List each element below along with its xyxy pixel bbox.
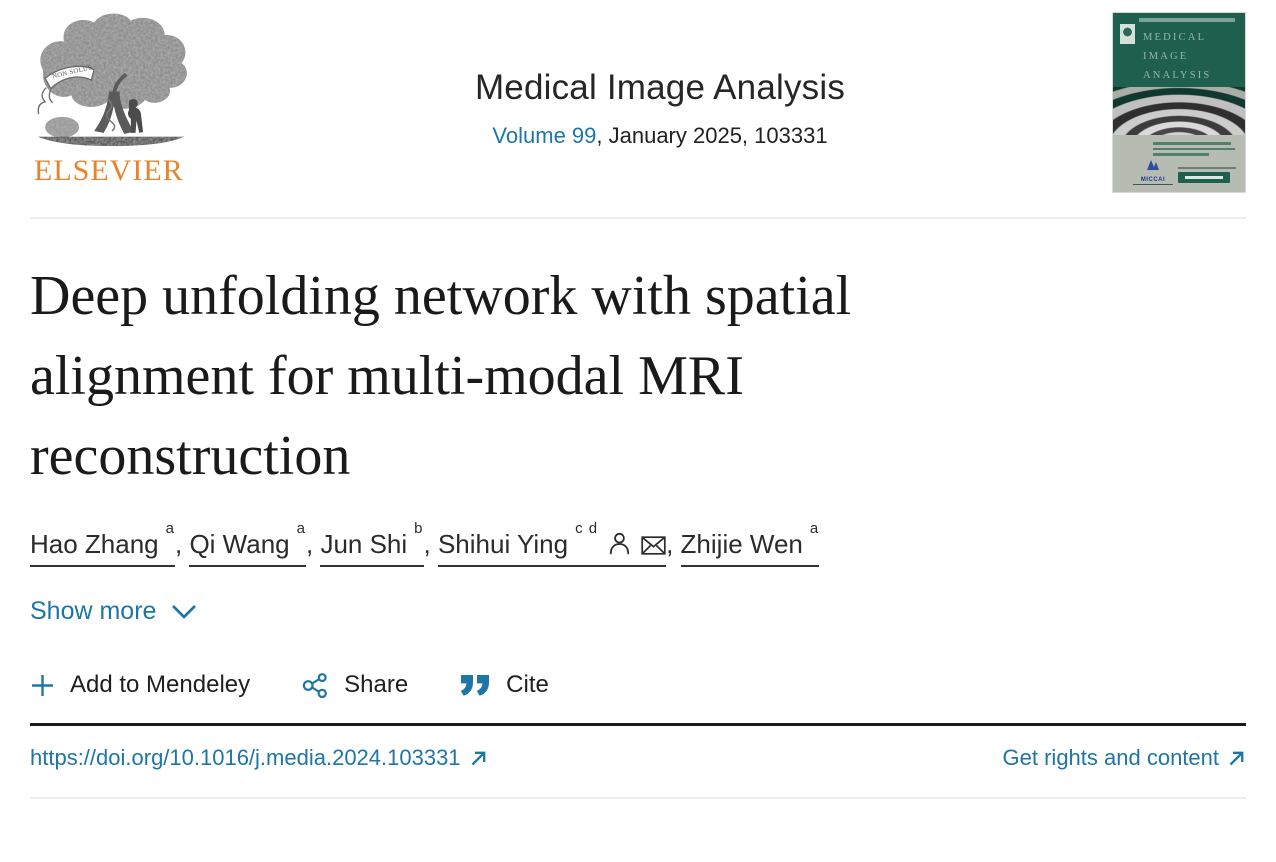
cover-top-band: MEDICAL IMAGE ANALYSIS (1113, 13, 1245, 87)
share-label: Share (344, 671, 409, 699)
plus-icon (32, 674, 53, 696)
cover-publisher-mark (1120, 24, 1135, 44)
cover-sciencedirect-mark (1178, 167, 1236, 183)
doi-text: https://doi.org/10.1016/j.media.2024.103… (30, 745, 461, 771)
author-link[interactable]: Zhijie Wena (680, 520, 820, 568)
action-bar: Add to Mendeley Share Cite (30, 671, 1246, 699)
author-affiliation-sup: b (414, 519, 424, 537)
journal-header-center: Medical Image Analysis Volume 99, Januar… (208, 12, 1112, 149)
cover-banner-strip (1139, 18, 1235, 22)
get-rights-link[interactable]: Get rights and content (1003, 745, 1246, 771)
volume-issue-line: Volume 99, January 2025, 103331 (208, 123, 1112, 149)
author-affiliation-sup: a (165, 519, 175, 537)
page: NON SOLUS ELSEVIER Medical Image Analysi… (30, 0, 1246, 800)
share-icon (302, 672, 328, 698)
content-divider (30, 723, 1246, 727)
external-link-icon (471, 751, 485, 766)
add-to-mendeley-label: Add to Mendeley (70, 671, 251, 699)
external-link-icon (1229, 751, 1244, 766)
article-title: Deep unfolding network with spatial alig… (30, 265, 852, 488)
chevron-down-icon (172, 605, 197, 620)
cover-journal-name: MEDICAL IMAGE ANALYSIS (1143, 32, 1212, 81)
miccai-glyph-icon (1147, 160, 1159, 170)
author-link[interactable]: Jun Shib (320, 520, 424, 568)
cite-label: Cite (506, 671, 549, 699)
cover-brain-image (1113, 87, 1245, 135)
footer-links-row: https://doi.org/10.1016/j.media.2024.103… (30, 745, 1246, 771)
show-more-button[interactable]: Show more (30, 597, 197, 626)
elsevier-tree-icon: NON SOLUS (37, 13, 187, 147)
volume-link[interactable]: Volume 99 (492, 123, 597, 148)
add-to-mendeley-button[interactable]: Add to Mendeley (30, 671, 250, 699)
cite-quotes-icon (460, 674, 490, 696)
header-divider (30, 217, 1246, 219)
miccai-logo: MICCAI (1133, 158, 1173, 185)
elsevier-wordmark: ELSEVIER (34, 154, 184, 187)
bottom-divider (30, 797, 1246, 800)
journal-title-link[interactable]: Medical Image Analysis (474, 68, 846, 107)
author-link[interactable]: Shihui Yingc d (437, 520, 667, 568)
journal-cover-image[interactable]: MEDICAL IMAGE ANALYSIS MICCAI (1112, 12, 1246, 193)
show-more-label: Show more (30, 597, 157, 626)
author-link[interactable]: Hao Zhanga (30, 520, 175, 568)
author-list: Hao Zhanga, Qi Wanga, Jun Shib, Shihui Y… (30, 520, 1246, 568)
cover-bottom-band: MICCAI (1113, 135, 1245, 192)
author-affiliation-sup: a (809, 519, 820, 537)
author-separator: , (305, 529, 321, 560)
author-affiliation-sup: a (296, 519, 306, 537)
issue-info-text: , January 2025, 103331 (596, 123, 828, 148)
elsevier-logo[interactable]: NON SOLUS ELSEVIER (30, 12, 208, 188)
author-separator: , (423, 529, 438, 560)
author-affiliation-sup: c d (575, 519, 599, 537)
journal-banner: NON SOLUS ELSEVIER Medical Image Analysi… (30, 0, 1246, 206)
get-rights-text: Get rights and content (1002, 745, 1219, 771)
cover-caption-lines (1153, 142, 1235, 159)
author-separator: , (175, 529, 190, 560)
share-button[interactable]: Share (302, 671, 408, 699)
author-link[interactable]: Qi Wanga (189, 520, 306, 568)
email-author-icon[interactable] (641, 536, 666, 555)
doi-link[interactable]: https://doi.org/10.1016/j.media.2024.103… (30, 745, 488, 771)
corresponding-author-icon[interactable] (608, 532, 631, 555)
cite-button[interactable]: Cite (460, 671, 549, 699)
author-separator: , (666, 529, 681, 560)
